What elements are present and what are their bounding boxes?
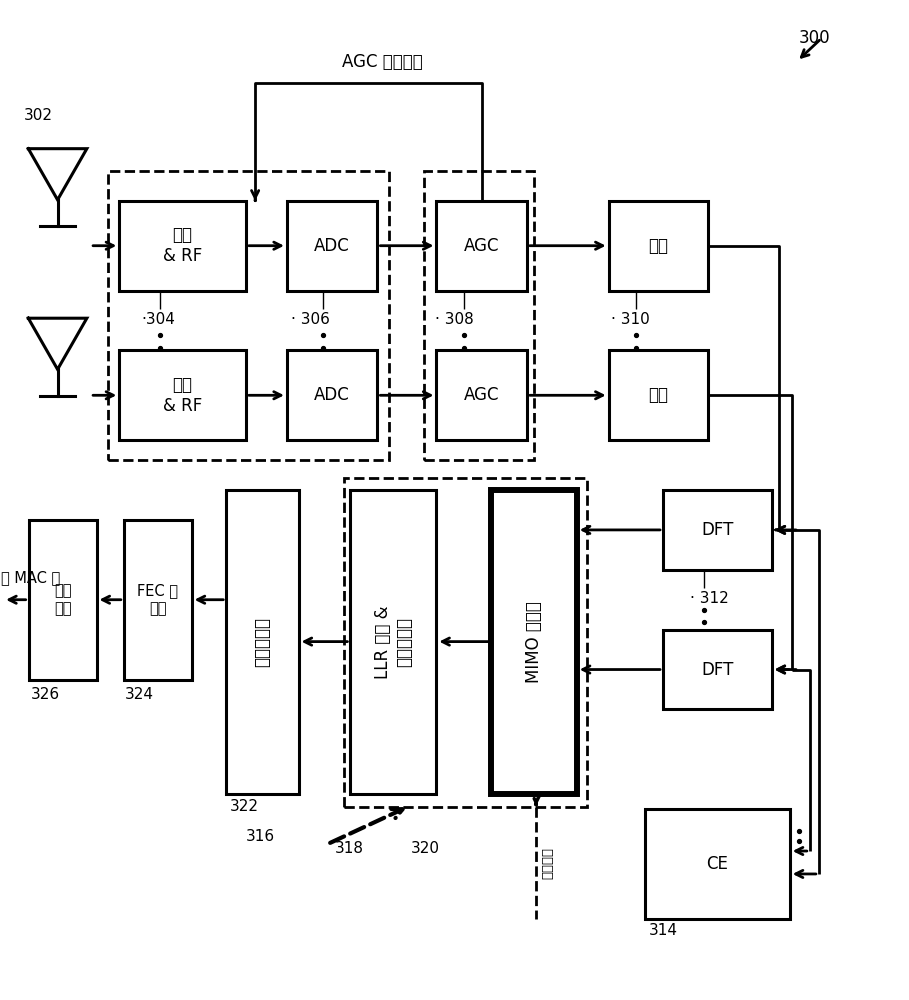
Text: 至 MAC 层: 至 MAC 层	[2, 570, 61, 585]
Bar	[119, 350, 246, 440]
Text: 模拟
& RF: 模拟 & RF	[163, 376, 203, 415]
Text: ADC: ADC	[315, 237, 350, 255]
Bar	[424, 171, 534, 460]
Text: MIMO 检测器: MIMO 检测器	[524, 601, 543, 683]
Text: 模拟
& RF: 模拟 & RF	[163, 226, 203, 265]
Bar	[608, 201, 708, 291]
Bar	[663, 490, 772, 570]
Text: DFT: DFT	[701, 661, 734, 679]
Bar	[350, 490, 436, 794]
Text: 反加
扰器: 反加 扰器	[54, 584, 71, 616]
Text: AGC 控制信号: AGC 控制信号	[342, 53, 423, 71]
Text: 324: 324	[125, 687, 154, 702]
Text: 同步: 同步	[648, 237, 668, 255]
Bar	[491, 490, 577, 794]
Text: · 310: · 310	[611, 312, 650, 327]
Text: · 312: · 312	[690, 591, 729, 606]
Bar	[436, 350, 527, 440]
Text: AGC: AGC	[464, 386, 499, 404]
Text: · 308: · 308	[435, 312, 474, 327]
Text: LLR 生成 &
列表反映射: LLR 生成 & 列表反映射	[374, 605, 413, 679]
Text: 300: 300	[799, 29, 831, 47]
Text: CE: CE	[706, 855, 728, 873]
Text: FEC 解
码器: FEC 解 码器	[137, 584, 178, 616]
Text: · 306: · 306	[292, 312, 330, 327]
Bar	[644, 809, 790, 919]
Text: 流反解析器: 流反解析器	[254, 617, 272, 667]
Text: 322: 322	[230, 799, 259, 814]
Bar	[28, 520, 96, 680]
Bar	[124, 520, 192, 680]
Text: 同步: 同步	[648, 386, 668, 404]
Text: 314: 314	[648, 923, 677, 938]
Bar	[119, 201, 246, 291]
Text: AGC: AGC	[464, 237, 499, 255]
Text: ADC: ADC	[315, 386, 350, 404]
Bar	[344, 478, 587, 807]
Text: 318: 318	[335, 841, 364, 856]
Bar	[108, 171, 389, 460]
Text: 320: 320	[411, 841, 440, 856]
Text: 326: 326	[30, 687, 59, 702]
Bar	[436, 201, 527, 291]
Bar	[287, 350, 377, 440]
Bar	[608, 350, 708, 440]
Text: ·304: ·304	[142, 312, 175, 327]
Bar	[287, 201, 377, 291]
Text: 316: 316	[246, 829, 275, 844]
Text: 302: 302	[24, 108, 53, 123]
Text: 信道矩阵: 信道矩阵	[542, 847, 554, 879]
Text: DFT: DFT	[701, 521, 734, 539]
Bar	[226, 490, 299, 794]
Bar	[663, 630, 772, 709]
